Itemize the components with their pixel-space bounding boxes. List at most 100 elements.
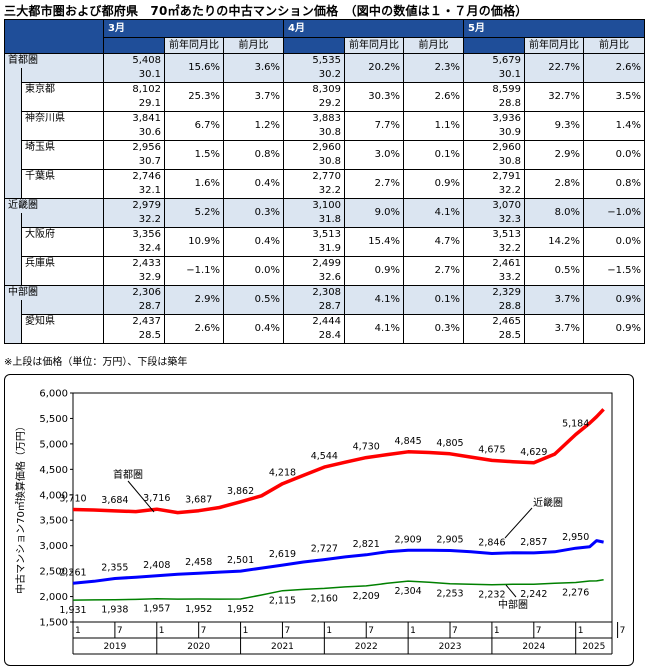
mom-cell: 1.1%	[403, 111, 464, 141]
region-name-blank	[21, 213, 104, 228]
yoy-cell: 15.6%	[164, 53, 224, 83]
age-cell: 30.2	[283, 68, 345, 83]
price-col-header	[103, 37, 165, 54]
region-indent	[4, 300, 22, 344]
data-label: 4,675	[478, 444, 505, 455]
x-month-label: 7	[452, 626, 458, 636]
x-year-label: 2020	[187, 642, 210, 652]
data-label: 3,687	[185, 495, 212, 506]
data-label: 1,938	[101, 605, 128, 616]
y-tick-label: 5,500	[39, 414, 68, 425]
data-label: 2,458	[185, 557, 212, 568]
data-label: 2,909	[395, 534, 422, 545]
x-month-label: 1	[494, 626, 500, 636]
region-name: 中部圏	[4, 285, 104, 300]
yoy-cell: 0.5%	[524, 256, 584, 286]
x-month-label: 7	[201, 626, 207, 636]
series-callout-label: 中部圏	[498, 598, 528, 611]
yoy-cell: 5.2%	[164, 198, 224, 228]
mom-cell: 0.9%	[583, 314, 645, 344]
data-label: 4,218	[269, 468, 296, 479]
y-tick-label: 3,000	[39, 541, 68, 552]
age-cell: 30.6	[103, 126, 165, 141]
series-callout-line	[127, 480, 155, 513]
age-cell: 28.7	[103, 300, 165, 315]
yoy-cell: 22.7%	[524, 53, 584, 83]
y-tick-label: 4,000	[39, 490, 68, 501]
y-tick-label: 6,000	[39, 389, 68, 400]
data-label: 2,846	[478, 538, 505, 549]
price-table: 3月 4月 5月 前年同月比 前月比 前年同月比 前月比 前年同月比 前月比 首…	[4, 19, 645, 344]
x-month-label: 7	[117, 626, 123, 636]
age-cell: 32.2	[463, 184, 525, 199]
table-row: 埼玉県 2,956 1.5% 0.8% 2,960 3.0% 0.1% 2,960 2.9% 0.…	[5, 140, 645, 170]
table-row-age: 32.1 32.2 32.2	[5, 184, 645, 199]
yoy-cell: 3.7%	[524, 314, 584, 344]
page-title: 三大都市圏および都府県 70㎡あたりの中古マンション価格 （図中の数値は１・７月…	[4, 4, 528, 18]
series-line	[72, 579, 604, 601]
yoy-cell: 15.4%	[344, 227, 404, 257]
table-row-age: 28.5 28.4 28.5	[5, 329, 645, 344]
table-row-age: 32.4 31.9 32.2	[5, 242, 645, 257]
age-cell: 28.8	[463, 300, 525, 315]
price-cell: 2,979	[103, 198, 165, 213]
data-label: 3,862	[227, 486, 254, 497]
region-indent	[4, 213, 22, 286]
table-row: 千葉県 2,746 1.6% 0.4% 2,770 2.7% 0.9% 2,791 2.8% 0.…	[5, 169, 645, 199]
yoy-cell: 8.0%	[524, 198, 584, 228]
region-name: 近畿圏	[4, 198, 104, 213]
yoy-cell: 20.2%	[344, 53, 404, 83]
x-year-label: 2022	[355, 642, 378, 652]
data-label: 2,950	[562, 532, 589, 543]
data-label: 2,821	[353, 539, 380, 550]
region-name: 首都圏	[4, 53, 104, 68]
y-tick-label: 4,500	[39, 465, 68, 476]
x-year-label: 2025	[582, 642, 605, 652]
data-label: 2,304	[395, 586, 422, 597]
data-label: 2,501	[227, 555, 254, 566]
data-label: 1,952	[227, 604, 254, 615]
region-name-blank	[21, 300, 104, 315]
price-cell: 2,308	[283, 285, 345, 300]
price-cell: 3,100	[283, 198, 345, 213]
mom-cell: 0.3%	[403, 314, 464, 344]
table-row-age: 30.7 30.8 30.8	[5, 155, 645, 170]
plot-frame	[72, 392, 613, 623]
mom-cell: 3.7%	[223, 82, 284, 112]
y-tick-label: 1,500	[39, 618, 68, 629]
series-line	[72, 408, 605, 515]
data-label: 4,629	[520, 447, 547, 458]
data-label: 2,276	[562, 588, 589, 599]
data-label: 2,727	[311, 544, 338, 555]
x-year-label: 2023	[439, 642, 462, 652]
data-label: 2,253	[436, 589, 463, 600]
mom-cell: −1.0%	[583, 198, 645, 228]
price-cell: 5,679	[463, 53, 525, 68]
mom-cell: 0.9%	[583, 285, 645, 315]
mom-cell: 0.0%	[223, 256, 284, 286]
price-cell: 5,408	[103, 53, 165, 68]
data-label: 2,408	[143, 560, 170, 571]
data-label: 4,544	[311, 451, 338, 462]
age-cell: 32.3	[463, 213, 525, 228]
x-year-label: 2019	[103, 642, 126, 652]
yoy-cell: 9.3%	[524, 111, 584, 141]
mom-col-header: 前月比	[583, 37, 645, 54]
table-row: 首都圏 5,408 15.6% 3.6% 5,535 20.2% 2.3% 5,679 22.7…	[4, 53, 645, 83]
x-month-label: 1	[75, 626, 81, 636]
data-label: 2,261	[59, 567, 86, 578]
age-cell: 32.1	[103, 184, 165, 199]
x-month-label: 1	[410, 626, 416, 636]
x-month-label: 1	[159, 626, 165, 636]
data-label: 5,184	[562, 419, 589, 430]
table-row: 東京都 8,102 25.3% 3.7% 8,309 30.3% 2.6% 8,599 32.7…	[5, 82, 645, 112]
mom-cell: 0.4%	[223, 314, 284, 344]
table-row: 中部圏 2,306 2.9% 0.5% 2,308 4.1% 0.1% 2,329 3.7% 0.…	[4, 285, 645, 315]
yoy-cell: 2.6%	[164, 314, 224, 344]
series-callout-label: 首都圏	[113, 468, 143, 481]
mom-col-header: 前月比	[223, 37, 284, 54]
series-callout-line	[504, 507, 533, 539]
age-cell: 30.9	[463, 126, 525, 141]
age-cell: 30.7	[103, 155, 165, 170]
